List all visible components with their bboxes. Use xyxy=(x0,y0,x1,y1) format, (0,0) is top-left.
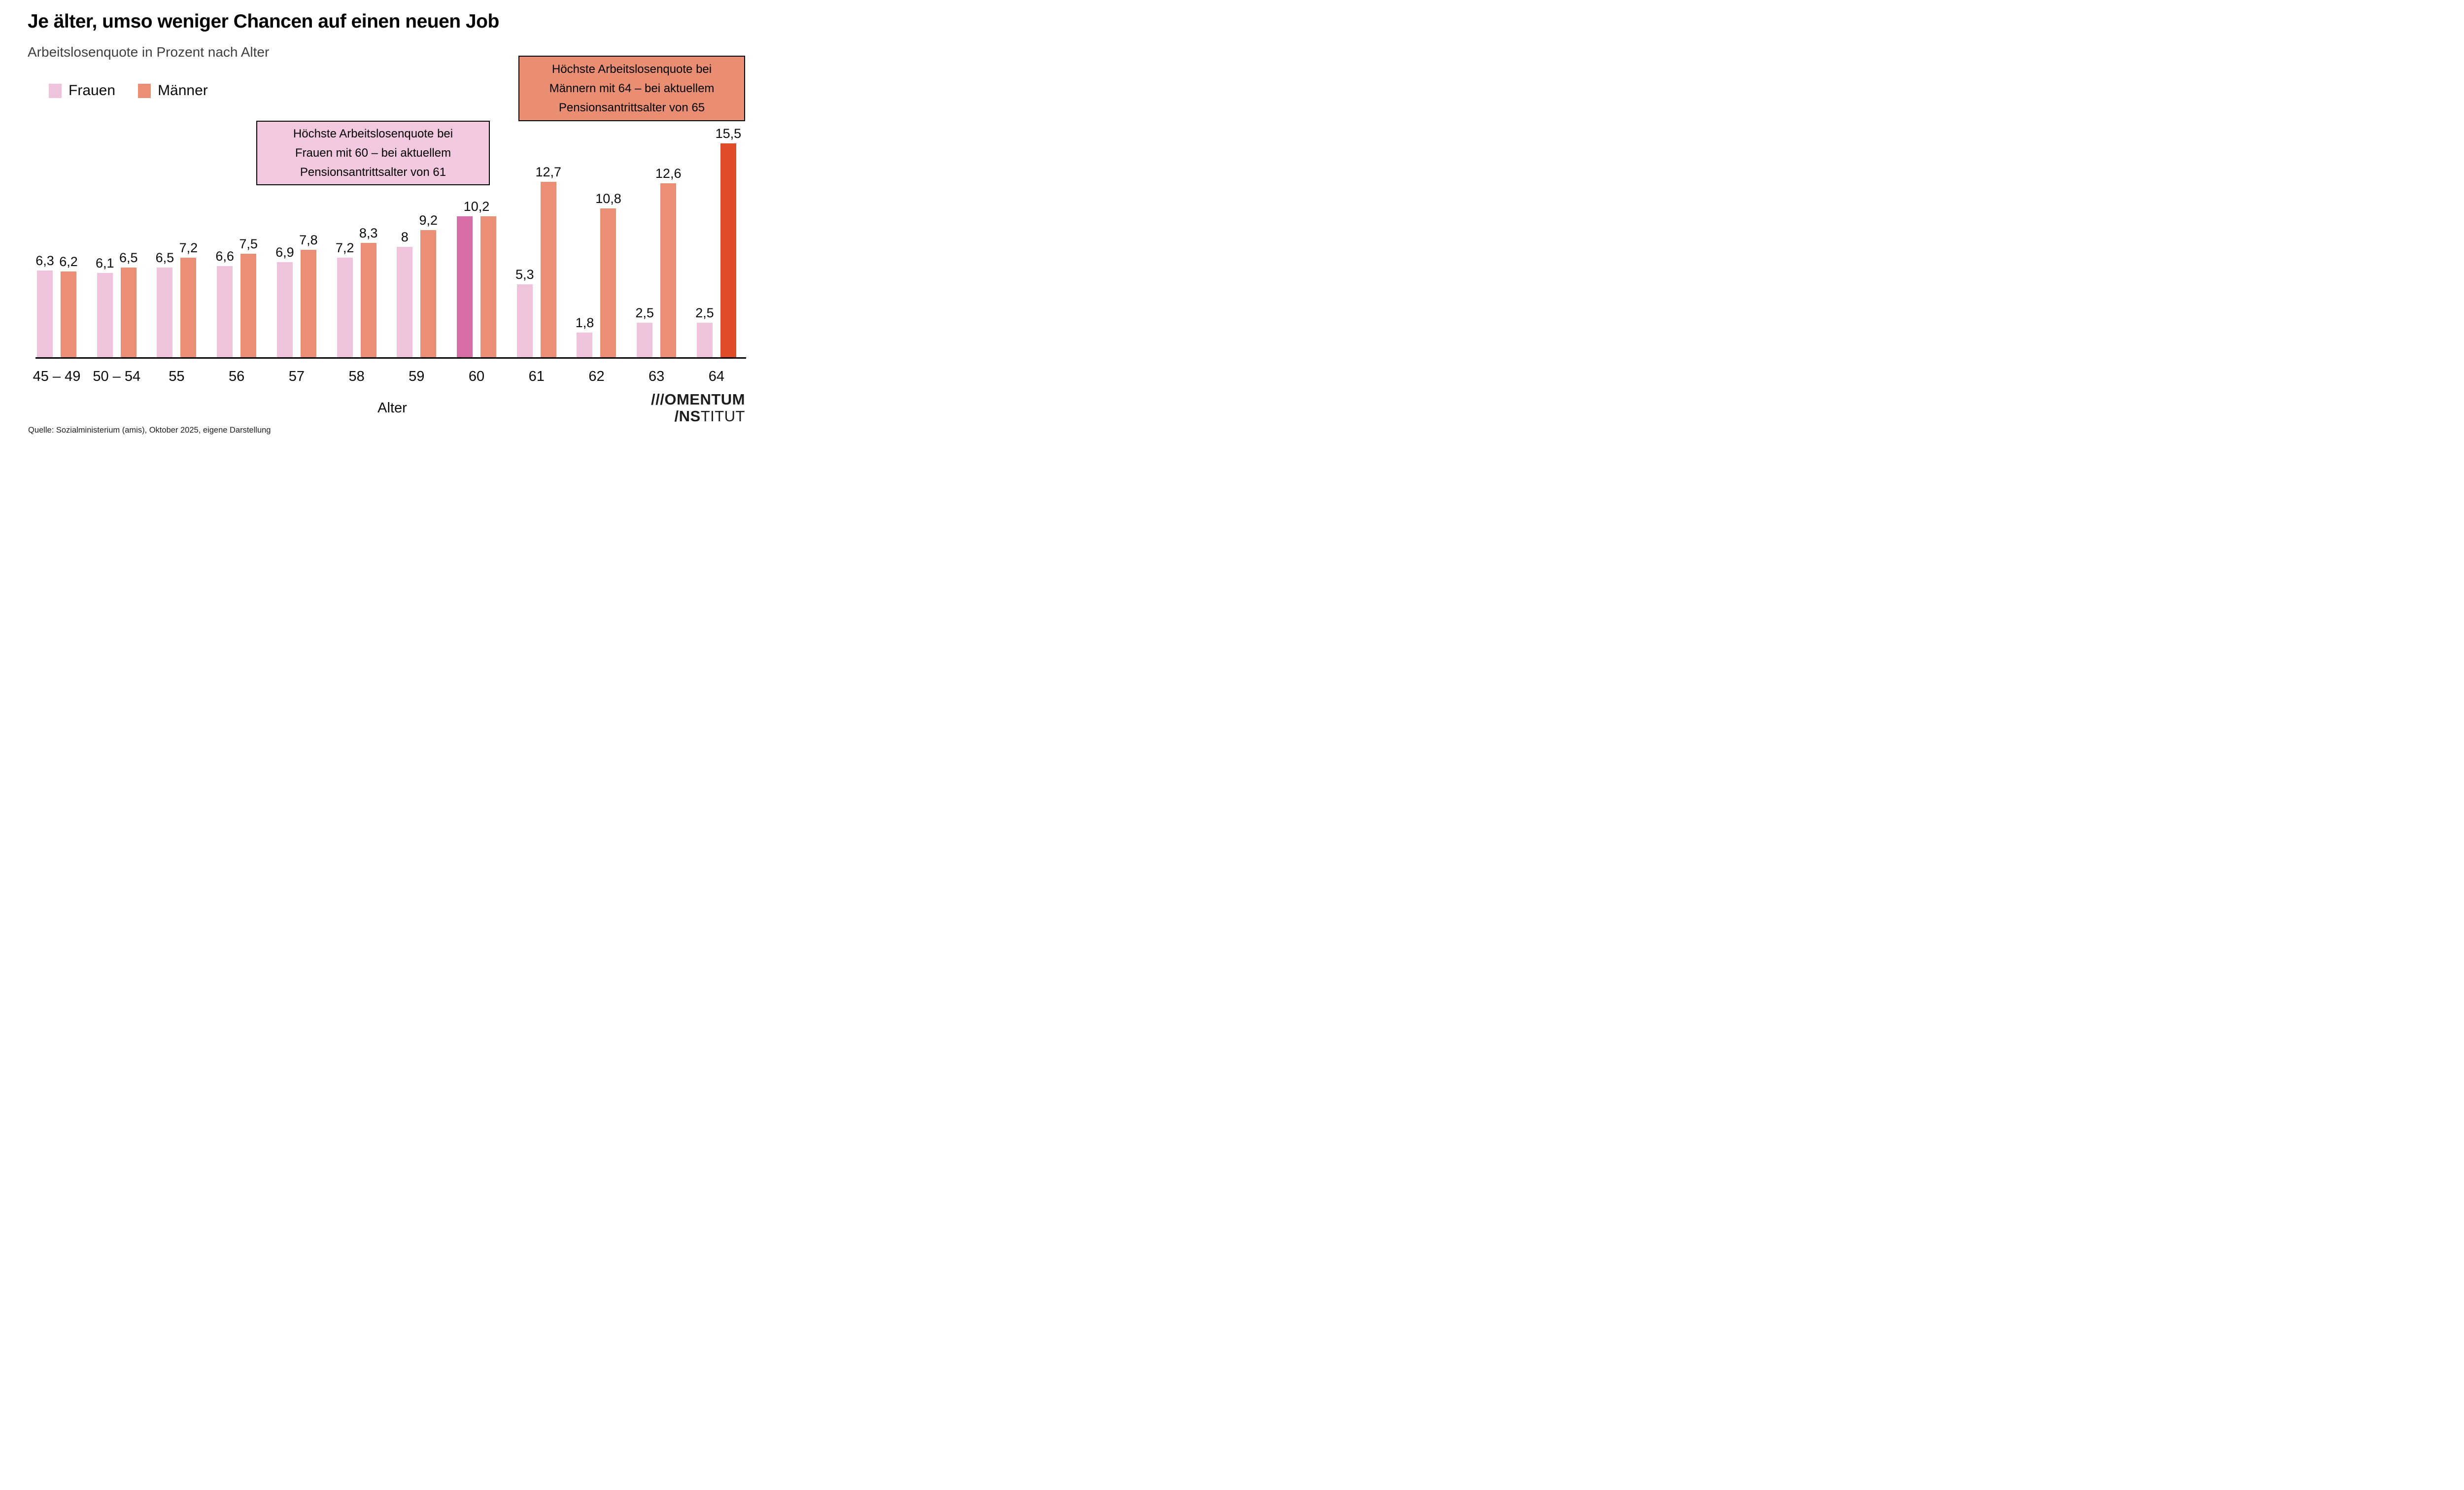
bar-maenner-56 xyxy=(240,254,257,357)
value-label-frauen-57: 6,9 xyxy=(275,244,294,260)
value-label-frauen-63: 2,5 xyxy=(635,305,654,320)
bar-maenner-57 xyxy=(300,249,316,357)
value-label-frauen-61: 5,3 xyxy=(515,267,534,282)
annotation-maenner-line: Pensionsantrittsalter von 65 xyxy=(558,101,705,114)
x-tick-63: 63 xyxy=(649,369,665,384)
x-tick-59: 59 xyxy=(409,369,425,384)
logo-line-institut: /NSTITUT xyxy=(674,407,745,425)
infographic-canvas: Je älter, umso weniger Chancen auf einen… xyxy=(0,0,773,441)
page-title: Je älter, umso weniger Chancen auf einen… xyxy=(28,11,499,32)
x-tick-60: 60 xyxy=(468,369,485,384)
x-tick-58: 58 xyxy=(348,369,365,384)
bar-frauen-56 xyxy=(217,266,233,357)
value-label-maenner-59: 9,2 xyxy=(419,213,438,228)
x-tick-61: 61 xyxy=(528,369,545,384)
value-label-maenner-56: 7,5 xyxy=(239,237,258,251)
bar-frauen-61 xyxy=(516,284,533,357)
value-label-maenner-62: 10,8 xyxy=(595,191,621,206)
annotation-box-maenner: Höchste Arbeitslosenquote bei Männern mi… xyxy=(518,56,745,121)
value-label-frauen-62: 1,8 xyxy=(575,315,594,330)
x-tick-64: 64 xyxy=(708,369,725,384)
bar-frauen-60 xyxy=(457,216,473,357)
value-label-maenner-57: 7,8 xyxy=(299,232,318,247)
annotation-frauen-line: Höchste Arbeitslosenquote bei xyxy=(293,127,453,140)
bar-maenner-50–54 xyxy=(120,268,137,357)
value-label-maenner-61: 12,7 xyxy=(535,165,562,180)
bar-frauen-62 xyxy=(577,332,593,357)
legend-label-frauen: Frauen xyxy=(68,82,116,99)
x-tick-56: 56 xyxy=(229,369,245,384)
source-note: Quelle: Sozialministerium (amis), Oktobe… xyxy=(28,426,271,435)
value-label-frauen-50–54: 6,1 xyxy=(95,256,114,271)
bar-maenner-55 xyxy=(180,258,197,357)
legend: Frauen Männer xyxy=(49,82,224,99)
value-label-frauen-64: 2,5 xyxy=(695,305,714,320)
x-tick-57: 57 xyxy=(288,369,305,384)
value-label-frauen-56: 6,6 xyxy=(215,249,234,264)
annotation-frauen-line: Frauen mit 60 – bei aktuellem xyxy=(295,146,451,160)
annotation-maenner-line: Höchste Arbeitslosenquote bei xyxy=(551,63,712,76)
value-label-maenner-45–49: 6,2 xyxy=(59,254,78,270)
bar-frauen-63 xyxy=(637,323,653,357)
legend-label-maenner: Männer xyxy=(158,82,208,99)
value-label-maenner-50–54: 6,5 xyxy=(119,250,138,265)
bar-maenner-45–49 xyxy=(61,271,76,357)
bar-frauen-58 xyxy=(337,258,353,357)
x-tick-55: 55 xyxy=(169,369,185,384)
value-label-maenner-63: 12,6 xyxy=(655,166,682,181)
legend-swatch-frauen xyxy=(49,83,62,98)
value-label-frauen-55: 6,5 xyxy=(155,250,174,265)
value-label-maenner-55: 7,2 xyxy=(179,240,198,256)
x-axis-line xyxy=(35,357,746,359)
bar-maenner-64 xyxy=(720,143,736,357)
x-axis-title: Alter xyxy=(377,400,407,416)
legend-swatch-maenner xyxy=(138,83,151,98)
annotation-maenner-line: Männern mit 64 – bei aktuellem xyxy=(549,82,715,95)
bar-frauen-57 xyxy=(276,262,293,357)
bar-maenner-63 xyxy=(660,183,677,357)
bar-maenner-58 xyxy=(360,242,376,357)
x-tick-45–49: 45 – 49 xyxy=(33,369,81,384)
value-label-frauen-60: 10,2 xyxy=(463,199,490,214)
momentum-institut-logo: ///OMENTUM /NSTITUT xyxy=(651,391,745,425)
bar-maenner-59 xyxy=(420,230,437,357)
x-tick-62: 62 xyxy=(588,369,605,384)
bar-maenner-62 xyxy=(600,208,616,357)
bar-frauen-45–49 xyxy=(37,270,53,357)
page-subtitle: Arbeitslosenquote in Prozent nach Alter xyxy=(28,44,270,60)
value-label-frauen-58: 7,2 xyxy=(335,240,354,256)
annotation-frauen-line: Pensionsantrittsalter von 61 xyxy=(300,166,446,179)
value-label-maenner-58: 8,3 xyxy=(359,225,378,240)
bar-maenner-60 xyxy=(480,216,497,357)
value-label-frauen-59: 8 xyxy=(401,230,409,244)
annotation-box-frauen: Höchste Arbeitslosenquote bei Frauen mit… xyxy=(256,121,490,185)
bar-frauen-50–54 xyxy=(97,273,113,357)
bar-frauen-55 xyxy=(157,268,173,357)
x-tick-50–54: 50 – 54 xyxy=(93,369,141,384)
logo-line-momentum: ///OMENTUM xyxy=(651,391,745,408)
bar-frauen-59 xyxy=(397,247,413,357)
bar-frauen-64 xyxy=(696,323,713,357)
value-label-frauen-45–49: 6,3 xyxy=(35,253,54,268)
bar-maenner-61 xyxy=(540,182,556,357)
value-label-maenner-64: 15,5 xyxy=(715,126,742,141)
